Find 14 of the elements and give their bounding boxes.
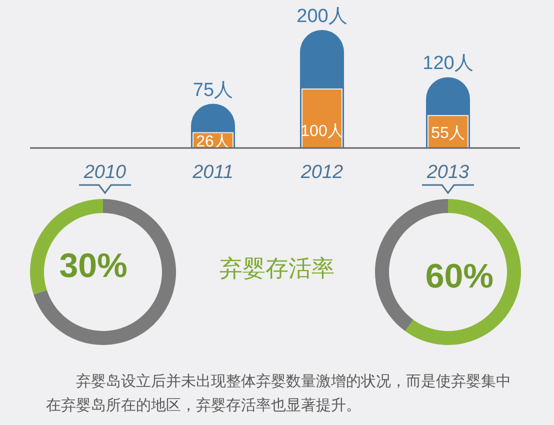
data-label: 75人 (192, 80, 234, 101)
data-label: 55人 (431, 124, 465, 142)
donut-slice (405, 199, 521, 345)
data-label: 60% (425, 258, 494, 296)
data-label: 120人 (422, 53, 474, 74)
text: 弃婴存活率 (220, 255, 334, 281)
donut-slice (34, 199, 176, 345)
x-tick-label: 2010 (82, 162, 127, 183)
data-label: 30% (59, 246, 128, 285)
x-tick-label: 2011 (192, 162, 234, 183)
text: 弃婴岛设立后并未出现整体弃婴数量激增的状况，而是使弃婴集中在弃婴岛所在的地区，弃婴存活率也显著提升。 (46, 372, 512, 416)
x-tick-label: 2013 (426, 162, 470, 183)
data-label: 200人 (296, 6, 348, 27)
x-tick-label: 2012 (300, 162, 344, 183)
